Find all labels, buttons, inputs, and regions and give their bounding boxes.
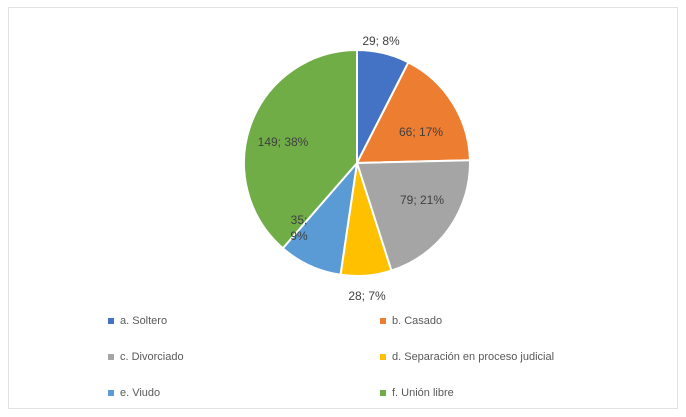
slice-label-5: 35; 9% — [290, 213, 308, 243]
pie-slice-6 — [243, 48, 358, 250]
slice-label-2: 66; 17% — [399, 125, 443, 139]
slice-label-6: 149; 38% — [258, 135, 309, 149]
pie-slice-2 — [355, 61, 471, 165]
slice-label-3: 79; 21% — [400, 193, 444, 207]
slice-label-1: 29; 8% — [362, 34, 400, 48]
slice-label-4: 28; 7% — [348, 289, 386, 303]
pie-slice-3 — [355, 159, 471, 272]
